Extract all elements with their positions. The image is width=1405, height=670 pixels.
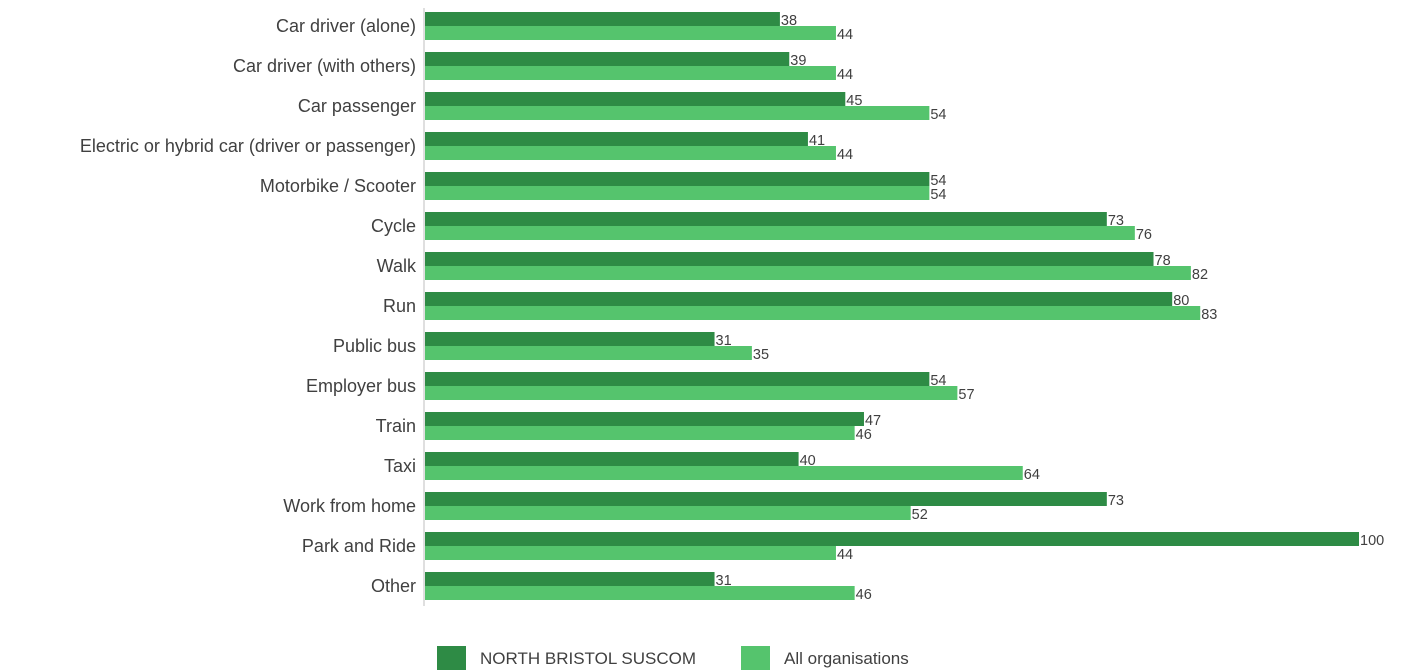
bar-series1-cat-10 [425, 412, 864, 426]
data-label-series2-cat-9: 57 [958, 387, 974, 403]
data-label-series1-cat-0: 38 [781, 13, 797, 29]
category-label-cat-7: Run [383, 296, 416, 316]
data-label-series2-cat-13: 44 [837, 547, 853, 563]
category-label-cat-4: Motorbike / Scooter [260, 176, 416, 196]
category-label-cat-14: Other [371, 576, 416, 596]
bar-series1-cat-13 [425, 532, 1359, 546]
data-label-series2-cat-3: 44 [837, 147, 853, 163]
data-label-series2-cat-0: 44 [837, 27, 853, 43]
data-label-series1-cat-5: 73 [1108, 213, 1124, 229]
category-label-cat-6: Walk [377, 256, 417, 276]
bar-series2-cat-5 [425, 226, 1135, 240]
bar-series1-cat-9 [425, 372, 930, 386]
legend-swatch-series1 [437, 646, 466, 670]
legend-label-series2: All organisations [784, 649, 909, 668]
bar-series2-cat-6 [425, 266, 1191, 280]
data-label-series1-cat-10: 47 [865, 413, 881, 429]
data-label-series1-cat-4: 54 [930, 173, 946, 189]
category-label-cat-3: Electric or hybrid car (driver or passen… [80, 136, 416, 156]
legend-swatch-series2 [741, 646, 770, 670]
data-label-series1-cat-6: 78 [1155, 253, 1171, 269]
bar-series1-cat-0 [425, 12, 780, 26]
bar-series2-cat-4 [425, 186, 930, 200]
category-label-cat-9: Employer bus [306, 376, 416, 396]
bar-series1-cat-3 [425, 132, 808, 146]
bar-series1-cat-5 [425, 212, 1107, 226]
data-label-series1-cat-9: 54 [930, 373, 946, 389]
bar-series1-cat-6 [425, 252, 1154, 266]
data-label-series2-cat-11: 64 [1024, 467, 1040, 483]
category-label-cat-5: Cycle [371, 216, 416, 236]
data-label-series2-cat-14: 46 [856, 587, 872, 603]
category-label-cat-12: Work from home [283, 496, 416, 516]
bar-series2-cat-2 [425, 106, 930, 120]
bar-series1-cat-7 [425, 292, 1173, 306]
bars-group [425, 12, 1359, 600]
bar-series2-cat-14 [425, 586, 855, 600]
bar-series2-cat-3 [425, 146, 836, 160]
bar-series1-cat-14 [425, 572, 715, 586]
data-label-series2-cat-10: 46 [856, 427, 872, 443]
category-label-cat-8: Public bus [333, 336, 416, 356]
bar-series2-cat-12 [425, 506, 911, 520]
category-label-cat-2: Car passenger [298, 96, 416, 116]
bar-series1-cat-8 [425, 332, 715, 346]
bar-series1-cat-11 [425, 452, 799, 466]
bar-series2-cat-0 [425, 26, 836, 40]
bar-series2-cat-10 [425, 426, 855, 440]
data-label-series1-cat-1: 39 [790, 53, 806, 69]
data-label-series2-cat-6: 82 [1192, 267, 1208, 283]
category-label-cat-10: Train [376, 416, 416, 436]
data-label-series1-cat-12: 73 [1108, 493, 1124, 509]
bar-series2-cat-7 [425, 306, 1201, 320]
data-label-series2-cat-7: 83 [1201, 307, 1217, 323]
data-label-series2-cat-2: 54 [930, 107, 946, 123]
legend: NORTH BRISTOL SUSCOM All organisations [437, 646, 909, 670]
bar-series2-cat-1 [425, 66, 836, 80]
bar-series1-cat-12 [425, 492, 1107, 506]
data-label-series2-cat-5: 76 [1136, 227, 1152, 243]
data-label-series2-cat-1: 44 [837, 67, 853, 83]
data-label-series1-cat-11: 40 [800, 453, 816, 469]
data-label-series2-cat-12: 52 [912, 507, 928, 523]
category-label-cat-13: Park and Ride [302, 536, 416, 556]
bar-series1-cat-2 [425, 92, 846, 106]
data-label-series1-cat-13: 100 [1360, 533, 1384, 549]
category-axis-labels: Car driver (alone) Car driver (with other… [80, 16, 417, 596]
data-label-series1-cat-3: 41 [809, 133, 825, 149]
bar-series2-cat-9 [425, 386, 958, 400]
data-label-series1-cat-8: 31 [716, 333, 732, 349]
data-label-series1-cat-14: 31 [716, 573, 732, 589]
data-label-series1-cat-7: 80 [1173, 293, 1189, 309]
data-label-series2-cat-8: 35 [753, 347, 769, 363]
legend-label-series1: NORTH BRISTOL SUSCOM [480, 649, 696, 668]
category-label-cat-11: Taxi [384, 456, 416, 476]
bar-series1-cat-4 [425, 172, 930, 186]
data-labels-group: 3844394445544144545473767882808331355457… [716, 13, 1385, 603]
data-label-series2-cat-4: 54 [930, 187, 946, 203]
category-label-cat-0: Car driver (alone) [276, 16, 416, 36]
bar-series1-cat-1 [425, 52, 790, 66]
bar-series2-cat-8 [425, 346, 752, 360]
bar-series2-cat-11 [425, 466, 1023, 480]
data-label-series1-cat-2: 45 [846, 93, 862, 109]
bar-series2-cat-13 [425, 546, 836, 560]
category-label-cat-1: Car driver (with others) [233, 56, 416, 76]
